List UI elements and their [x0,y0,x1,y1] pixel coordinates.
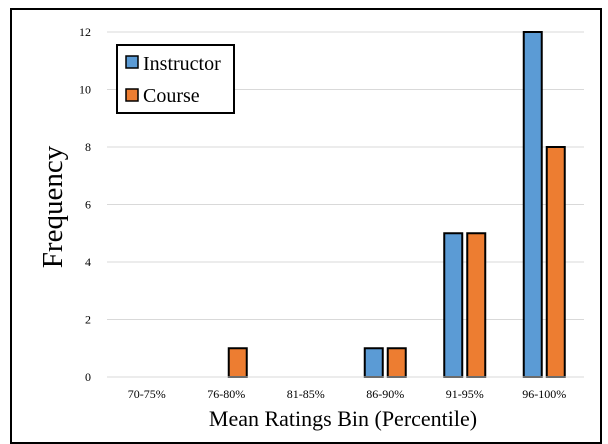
x-tick-label: 91-95% [446,387,484,401]
y-tick-label: 4 [85,255,91,269]
bar-chart: 0 2 4 6 8 10 12 70-75% 76-80% 81-85% 86-90% 91-95%… [12,10,604,440]
y-tick-label: 0 [85,370,91,384]
legend: Instructor Course [117,45,234,113]
legend-label-course: Course [143,85,200,107]
bar-instructor-91-95% [444,233,462,377]
bar-course-76-80% [229,348,247,377]
y-tick-label: 6 [85,198,91,212]
bar-course-91-95% [467,233,485,377]
legend-label-instructor: Instructor [143,53,221,75]
x-tick-label: 81-85% [287,387,325,401]
y-tick-label: 2 [85,313,91,327]
bar-instructor-86-90% [365,348,383,377]
y-axis-title: Frequency [37,145,69,268]
y-tick-label: 8 [85,140,91,154]
chart-frame: 0 2 4 6 8 10 12 70-75% 76-80% 81-85% 86-90% 91-95%… [10,8,602,444]
x-tick-label: 76-80% [207,387,245,401]
bar-instructor-96-100% [524,32,542,377]
legend-swatch-course [126,89,138,101]
x-tick-label: 70-75% [128,387,166,401]
y-tick-label: 12 [79,25,91,39]
y-tick-labels: 0 2 4 6 8 10 12 [79,25,91,384]
bar-course-96-100% [547,147,565,377]
x-tick-label: 96-100% [522,387,566,401]
x-tick-labels: 70-75% 76-80% 81-85% 86-90% 91-95% 96-100% [128,387,567,401]
bar-course-86-90% [388,348,406,377]
x-axis-title: Mean Ratings Bin (Percentile) [209,406,477,431]
y-tick-label: 10 [79,83,91,97]
legend-swatch-instructor [126,56,138,68]
x-tick-label: 86-90% [366,387,404,401]
